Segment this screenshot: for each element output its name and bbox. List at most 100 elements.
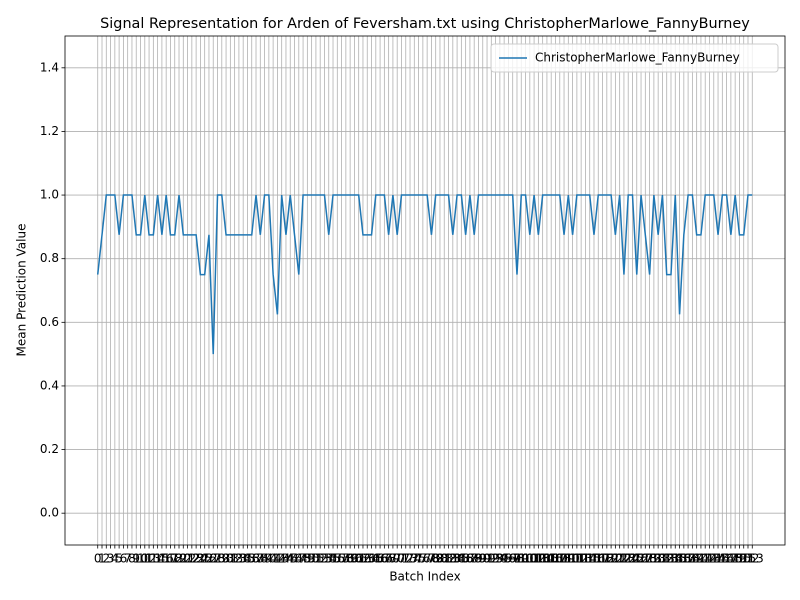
x-tick-label: 53 <box>317 552 332 566</box>
x-tick-label: 119 <box>595 552 618 566</box>
x-tick-label: 80 <box>432 552 447 566</box>
x-tick-label: 67 <box>377 552 392 566</box>
legend-box <box>490 43 779 73</box>
x-tick-label: 0 <box>94 552 102 566</box>
x-tick-label: 96 <box>501 552 516 566</box>
x-tick-label: 22 <box>184 552 199 566</box>
x-tick-label: 148 <box>719 552 742 566</box>
x-tick-label: 20 <box>176 552 191 566</box>
x-tick-label: 55 <box>325 552 340 566</box>
y-tick-label: 0.2 <box>40 442 59 456</box>
x-tick-label: 79 <box>428 552 443 566</box>
x-tick-label: 102 <box>523 552 546 566</box>
x-tick-label: 85 <box>454 552 469 566</box>
y-tick-label: 1.4 <box>40 60 59 74</box>
x-tick-label: 72 <box>398 552 413 566</box>
x-tick-label: 126 <box>625 552 648 566</box>
x-tick-label: 84 <box>449 552 464 566</box>
x-tick-label: 40 <box>261 552 276 566</box>
x-tick-label: 37 <box>248 552 263 566</box>
x-tick-label: 103 <box>527 552 550 566</box>
x-tick-label: 13 <box>146 552 161 566</box>
x-tick-label: 109 <box>553 552 576 566</box>
x-tick-label: 59 <box>342 552 357 566</box>
x-tick-label: 118 <box>591 552 614 566</box>
x-tick-label: 35 <box>240 552 255 566</box>
x-tick-label: 48 <box>295 552 310 566</box>
y-tick-label: 0.0 <box>40 506 59 520</box>
x-tick-label: 111 <box>561 552 584 566</box>
x-tick-label: 44 <box>278 552 293 566</box>
y-tick-label: 0.4 <box>40 378 59 392</box>
x-tick-label: 12 <box>141 552 156 566</box>
x-tick-label: 100 <box>514 552 537 566</box>
x-tick-label: 14 <box>150 552 165 566</box>
x-tick-label: 65 <box>368 552 383 566</box>
x-tick-label: 49 <box>300 552 315 566</box>
x-tick-label: 18 <box>167 552 182 566</box>
x-tick-label: 89 <box>471 552 486 566</box>
x-tick-label: 133 <box>655 552 678 566</box>
x-tick-label: 45 <box>283 552 298 566</box>
x-tick-label: 52 <box>313 552 328 566</box>
x-tick-label: 88 <box>467 552 482 566</box>
x-tick-label: 87 <box>462 552 477 566</box>
x-tick-label: 101 <box>518 552 541 566</box>
x-tick-label: 81 <box>437 552 452 566</box>
x-tick-label: 1 <box>98 552 106 566</box>
x-tick-label: 127 <box>630 552 653 566</box>
x-tick-label: 66 <box>372 552 387 566</box>
x-tick-label: 140 <box>685 552 708 566</box>
x-tick-label: 142 <box>694 552 717 566</box>
y-tick-label: 0.6 <box>40 315 59 329</box>
x-tick-label: 77 <box>419 552 434 566</box>
x-tick-label: 124 <box>617 552 640 566</box>
x-tick-label: 9 <box>132 552 140 566</box>
x-tick-label: 42 <box>270 552 285 566</box>
x-tick-label: 76 <box>415 552 430 566</box>
y-tick-label: 0.8 <box>40 251 59 265</box>
x-tick-label: 141 <box>689 552 712 566</box>
x-tick-label: 91 <box>479 552 494 566</box>
chart-title: Signal Representation for Arden of Fever… <box>100 16 750 32</box>
x-tick-label: 8 <box>128 552 136 566</box>
x-tick-label: 146 <box>711 552 734 566</box>
x-tick-label: 98 <box>509 552 524 566</box>
x-tick-label: 145 <box>707 552 730 566</box>
x-tick-label: 50 <box>304 552 319 566</box>
x-tick-label: 90 <box>475 552 490 566</box>
x-tick-label: 137 <box>672 552 695 566</box>
x-tick-label: 54 <box>321 552 336 566</box>
x-tick-label: 151 <box>732 552 755 566</box>
x-tick-label: 99 <box>514 552 529 566</box>
x-tick-label: 150 <box>728 552 751 566</box>
x-tick-label: 74 <box>407 552 422 566</box>
x-tick-label: 32 <box>227 552 242 566</box>
x-tick-label: 149 <box>724 552 747 566</box>
x-tick-label: 23 <box>188 552 203 566</box>
x-tick-label: 116 <box>583 552 606 566</box>
x-tick-label: 51 <box>308 552 323 566</box>
x-tick-label: 56 <box>330 552 345 566</box>
x-tick-label: 86 <box>458 552 473 566</box>
x-axis-label: Batch Index <box>389 570 460 584</box>
x-tick-label: 25 <box>197 552 212 566</box>
x-tick-label: 68 <box>381 552 396 566</box>
x-tick-label: 60 <box>347 552 362 566</box>
x-tick-label: 63 <box>360 552 375 566</box>
x-tick-label: 43 <box>274 552 289 566</box>
x-tick-label: 75 <box>411 552 426 566</box>
x-tick-label: 122 <box>608 552 631 566</box>
x-tick-label: 31 <box>223 552 238 566</box>
x-tick-label: 38 <box>253 552 268 566</box>
x-tick-label: 4 <box>111 552 119 566</box>
x-tick-label: 134 <box>660 552 683 566</box>
x-tick-label: 115 <box>578 552 601 566</box>
x-tick-label: 93 <box>488 552 503 566</box>
x-tick-label: 58 <box>338 552 353 566</box>
x-tick-label: 3 <box>107 552 115 566</box>
x-tick-label: 21 <box>180 552 195 566</box>
x-tick-label: 106 <box>540 552 563 566</box>
x-tick-label: 92 <box>484 552 499 566</box>
